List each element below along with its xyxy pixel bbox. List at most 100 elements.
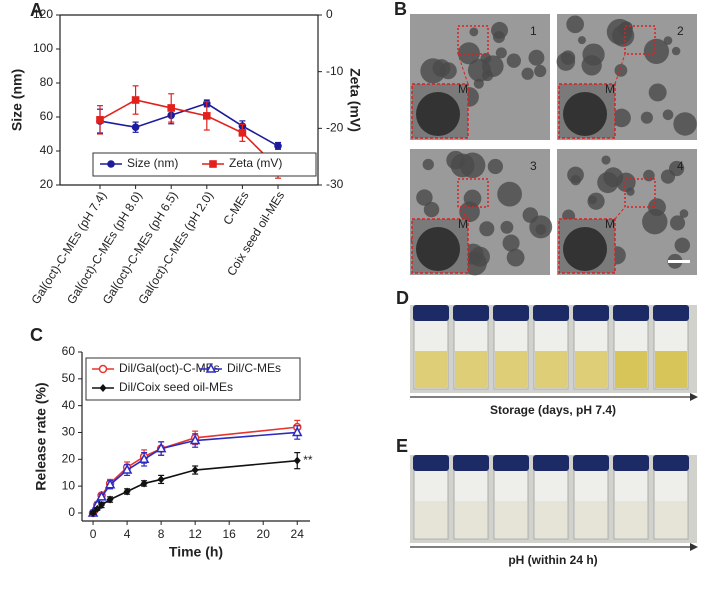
zoom-line <box>614 206 626 220</box>
marker <box>104 478 116 489</box>
y-tick-label: 40 <box>40 143 54 157</box>
vial-liquid <box>415 351 447 388</box>
marker <box>189 434 201 445</box>
marker <box>89 508 97 517</box>
vial-cap <box>453 455 489 471</box>
x-axis-label: Time (h) <box>169 544 223 560</box>
legend-label: Size (nm) <box>127 156 178 170</box>
micrograph-number: 1 <box>530 24 537 38</box>
y2-tick-label: -10 <box>326 64 344 78</box>
particle <box>674 237 691 253</box>
particle <box>577 36 586 45</box>
vial-liquid <box>455 351 487 388</box>
vial-cap <box>533 305 569 321</box>
caption: pH (within 24 h) <box>508 553 597 567</box>
vial-liquid <box>535 351 567 388</box>
vial-liquid <box>415 501 447 538</box>
zoom-box <box>457 178 489 208</box>
particle <box>423 201 440 218</box>
marker <box>167 104 175 112</box>
arrow-head <box>690 543 698 551</box>
particle <box>612 108 631 128</box>
marker <box>131 96 140 104</box>
y-tick-label: 120 <box>33 7 53 21</box>
marker <box>96 490 107 501</box>
particle <box>597 171 619 194</box>
marker <box>123 487 131 496</box>
vial-cap <box>413 455 449 471</box>
particle <box>556 52 576 71</box>
micrograph-number: 3 <box>530 159 537 173</box>
marker <box>98 500 106 509</box>
marker <box>93 504 101 513</box>
series-line <box>99 102 279 147</box>
y-tick-label: 30 <box>62 425 76 439</box>
legend-label: Dil/C-MEs <box>227 361 281 375</box>
micrograph-number: 2 <box>677 24 684 38</box>
micrograph-number: 4 <box>677 159 684 173</box>
inset-label: M <box>458 217 468 231</box>
zoom-line <box>457 206 469 220</box>
y-tick-label: 20 <box>40 177 54 191</box>
marker <box>291 426 303 437</box>
annotation: ** <box>303 453 313 467</box>
panel-label: C <box>30 325 43 345</box>
particle <box>648 83 667 102</box>
particle <box>669 215 686 231</box>
vial-cap <box>493 455 529 471</box>
marker <box>238 129 247 137</box>
inset-particle <box>563 227 607 271</box>
y-axis-label: Size (nm) <box>9 69 25 131</box>
inset-particle <box>416 227 460 271</box>
marker <box>155 442 167 453</box>
particle <box>663 36 673 45</box>
particle <box>642 209 668 235</box>
y2-tick-label: 0 <box>326 7 333 21</box>
particle <box>521 67 534 80</box>
particle <box>566 15 584 34</box>
vial-cap <box>453 305 489 321</box>
panel-label: B <box>394 0 407 19</box>
particle <box>479 221 495 237</box>
zoom-line <box>457 53 469 85</box>
marker <box>205 362 217 373</box>
inset-label: M <box>605 82 615 96</box>
particle <box>643 169 655 182</box>
y-tick-label: 50 <box>62 371 76 385</box>
marker <box>191 466 199 475</box>
vial-liquid <box>535 501 567 538</box>
particle <box>673 112 697 136</box>
particle <box>432 59 451 78</box>
vial-cap <box>533 455 569 471</box>
y-tick-label: 10 <box>62 478 76 492</box>
vial-cap <box>493 305 529 321</box>
vial-liquid <box>575 501 607 538</box>
marker <box>274 142 282 150</box>
particle <box>416 189 433 206</box>
particle <box>492 30 505 43</box>
zoom-box <box>624 178 656 208</box>
x-tick-label: 12 <box>188 527 202 541</box>
y-tick-label: 100 <box>33 41 53 55</box>
x-tick-label: 20 <box>257 527 271 541</box>
particle <box>662 109 674 121</box>
particle <box>570 174 581 186</box>
vial-cap <box>613 305 649 321</box>
y-tick-label: 60 <box>62 344 76 358</box>
x-tick-label: C-MEs <box>220 189 251 228</box>
marker <box>138 453 150 464</box>
marker <box>107 160 115 168</box>
y-tick-label: 60 <box>40 109 54 123</box>
vial-cap <box>613 455 649 471</box>
marker <box>157 475 165 484</box>
caption: Storage (days, pH 7.4) <box>490 403 616 417</box>
particle <box>497 181 522 207</box>
particle <box>487 158 504 175</box>
marker <box>209 160 217 168</box>
particle <box>422 158 434 171</box>
y2-tick-label: -20 <box>326 121 344 135</box>
y2-axis-label: Zeta (mV) <box>347 68 363 132</box>
legend-box <box>85 357 301 401</box>
particle <box>588 195 597 205</box>
